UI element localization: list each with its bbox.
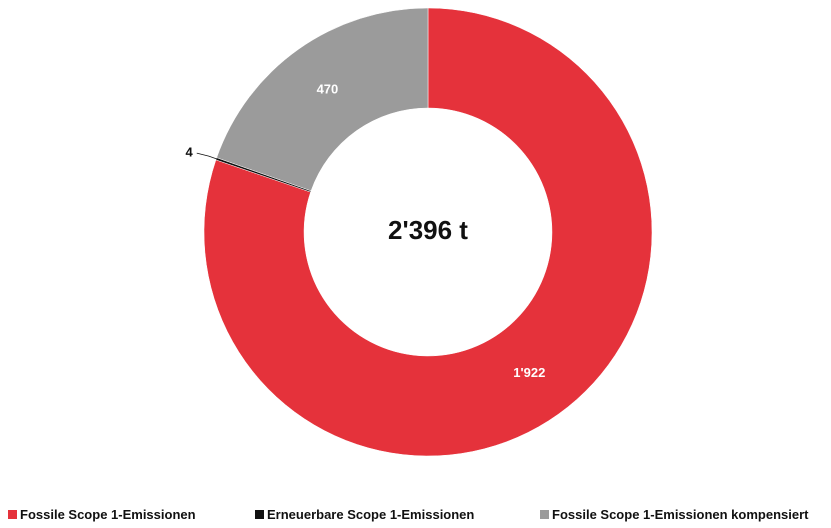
- center-label: 2'396 t: [388, 215, 468, 245]
- legend-swatch: [8, 510, 17, 519]
- slice-label: 1'922: [513, 365, 545, 380]
- legend-swatch: [540, 510, 549, 519]
- donut-slice: [216, 7, 429, 192]
- chart: 2'396 t 1'922 4 470: [186, 7, 653, 457]
- legend-item: Fossile Scope 1-Emissionen kompensiert: [540, 507, 808, 522]
- legend: Fossile Scope 1-Emissionen Erneuerbare Sc…: [0, 507, 831, 527]
- legend-swatch: [255, 510, 264, 519]
- legend-label: Erneuerbare Scope 1-Emissionen: [267, 507, 475, 522]
- slice-label: 4: [186, 145, 194, 160]
- legend-item: Erneuerbare Scope 1-Emissionen: [255, 507, 474, 522]
- slice-label: 470: [317, 81, 339, 96]
- donut-slice: [203, 7, 653, 457]
- legend-item: Fossile Scope 1-Emissionen: [8, 507, 196, 522]
- legend-label: Fossile Scope 1-Emissionen kompensiert: [552, 507, 809, 522]
- leader-line: [196, 152, 221, 161]
- legend-label: Fossile Scope 1-Emissionen: [20, 507, 196, 522]
